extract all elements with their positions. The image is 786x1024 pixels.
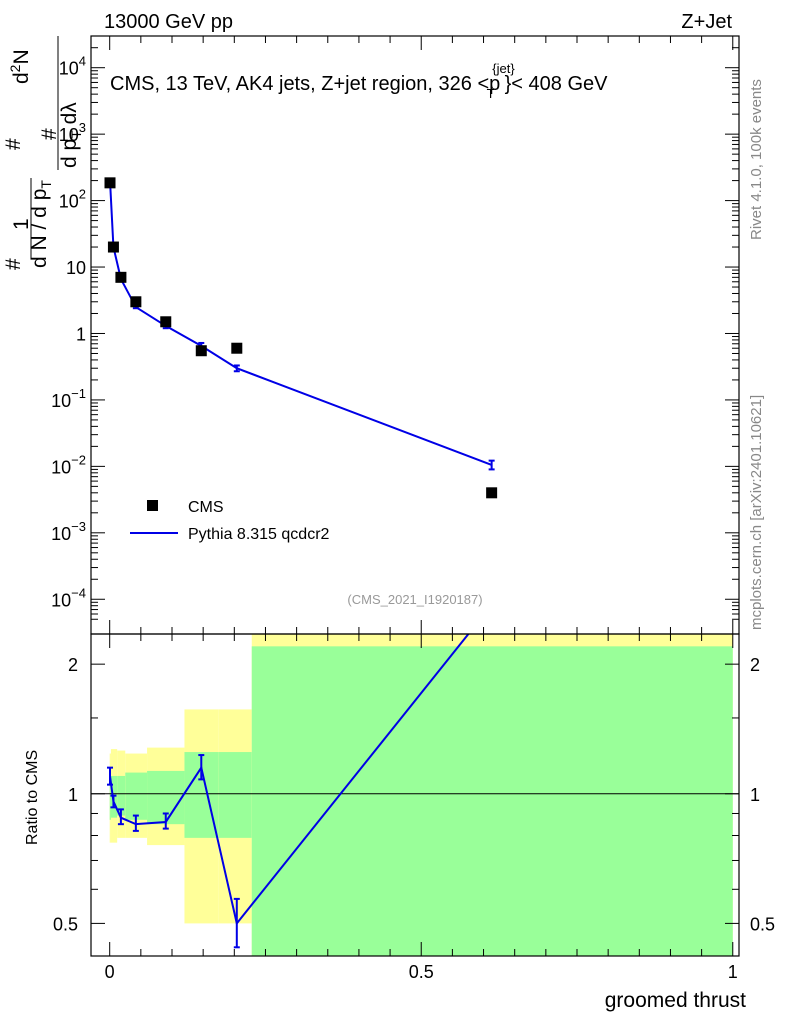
svg-text:#: # xyxy=(38,128,61,140)
main-y-tick-label: 103 xyxy=(59,120,86,145)
ratio-y-tick-label: 2 xyxy=(68,655,78,675)
ratio-y-axis-label: Ratio to CMS xyxy=(24,750,41,845)
ratio-inner-band xyxy=(125,772,148,820)
cms-data-point xyxy=(104,177,116,189)
analysis-watermark: (CMS_2021_I1920187) xyxy=(347,592,482,607)
cms-data-point xyxy=(195,345,207,357)
ratio-frame xyxy=(90,633,740,957)
cms-data-point xyxy=(160,316,172,328)
ratio-mc-line xyxy=(109,634,470,926)
analysis-label: Z+Jet xyxy=(681,11,732,33)
main-frame xyxy=(90,35,740,635)
cms-data-point xyxy=(231,342,243,354)
region-annotation: CMS, 13 TeV, AK4 jets, Z+jet region, 326… xyxy=(110,61,608,101)
main-y-tick-label: 102 xyxy=(59,187,86,212)
x-tick-label: 1 xyxy=(728,962,738,982)
main-y-tick-label: 10−3 xyxy=(51,519,86,544)
svg-text:#: # xyxy=(2,138,25,150)
legend-mc-label: Pythia 8.315 qcdcr2 xyxy=(188,526,330,543)
ratio-inner-band xyxy=(109,779,111,820)
main-series xyxy=(104,177,498,499)
ratio-y-tick-label-right: 0.5 xyxy=(750,914,775,934)
x-tick-label: 0 xyxy=(105,962,115,982)
rivet-label: Rivet 4.1.0, 100k events xyxy=(748,79,765,240)
legend-data-label: CMS xyxy=(188,499,224,516)
svg-text:d N / d pT: d N / d pT xyxy=(28,180,54,268)
main-y-tick-label: 10 xyxy=(66,258,86,278)
cms-data-point xyxy=(130,296,142,308)
main-y-tick-label: 104 xyxy=(59,54,86,79)
ratio-series xyxy=(107,634,470,949)
cms-data-point xyxy=(486,487,498,499)
ratio-inner-band xyxy=(117,775,126,816)
main-y-axis-label: # 1 d N / d pT # # d2N d pT dλ xyxy=(2,36,84,270)
legend-data-marker xyxy=(147,500,158,511)
svg-text:d2N: d2N xyxy=(7,49,33,84)
ratio-uncertainty-bands xyxy=(109,634,733,956)
legend: CMS Pythia 8.315 qcdcr2 xyxy=(130,499,330,543)
ratio-y-axis: 0.5 0.5 1 1 2 2 xyxy=(53,655,775,934)
x-axis-label: groomed thrust xyxy=(605,989,746,1012)
mcplots-label: mcplots.cern.ch [arXiv:2401.10621] xyxy=(748,395,765,630)
ratio-y-tick-label-right: 1 xyxy=(750,785,760,805)
cms-data-point xyxy=(115,271,127,283)
ratio-y-tick-label-right: 2 xyxy=(750,655,760,675)
main-y-tick-label: 10−4 xyxy=(51,585,86,610)
x-axis: 0 0.5 1 xyxy=(105,36,738,982)
svg-text:1: 1 xyxy=(10,218,33,230)
process-label: 13000 GeV pp xyxy=(104,11,233,33)
svg-text:#: # xyxy=(2,258,25,270)
main-y-tick-label: 1 xyxy=(76,324,86,344)
main-y-tick-label: 10−2 xyxy=(51,452,86,477)
cms-data-point xyxy=(107,241,119,253)
ratio-inner-band xyxy=(218,752,252,838)
main-y-axis: 10−4 10−3 10−2 10−1 1 10 102 103 104 xyxy=(51,47,739,620)
svg-text:d pT dλ: d pT dλ xyxy=(58,102,84,168)
ratio-y-tick-label: 1 xyxy=(68,785,78,805)
ratio-inner-band xyxy=(251,646,733,956)
main-y-tick-label: 10−1 xyxy=(51,386,86,411)
x-tick-label: 0.5 xyxy=(409,962,434,982)
ratio-y-tick-label: 0.5 xyxy=(53,914,78,934)
